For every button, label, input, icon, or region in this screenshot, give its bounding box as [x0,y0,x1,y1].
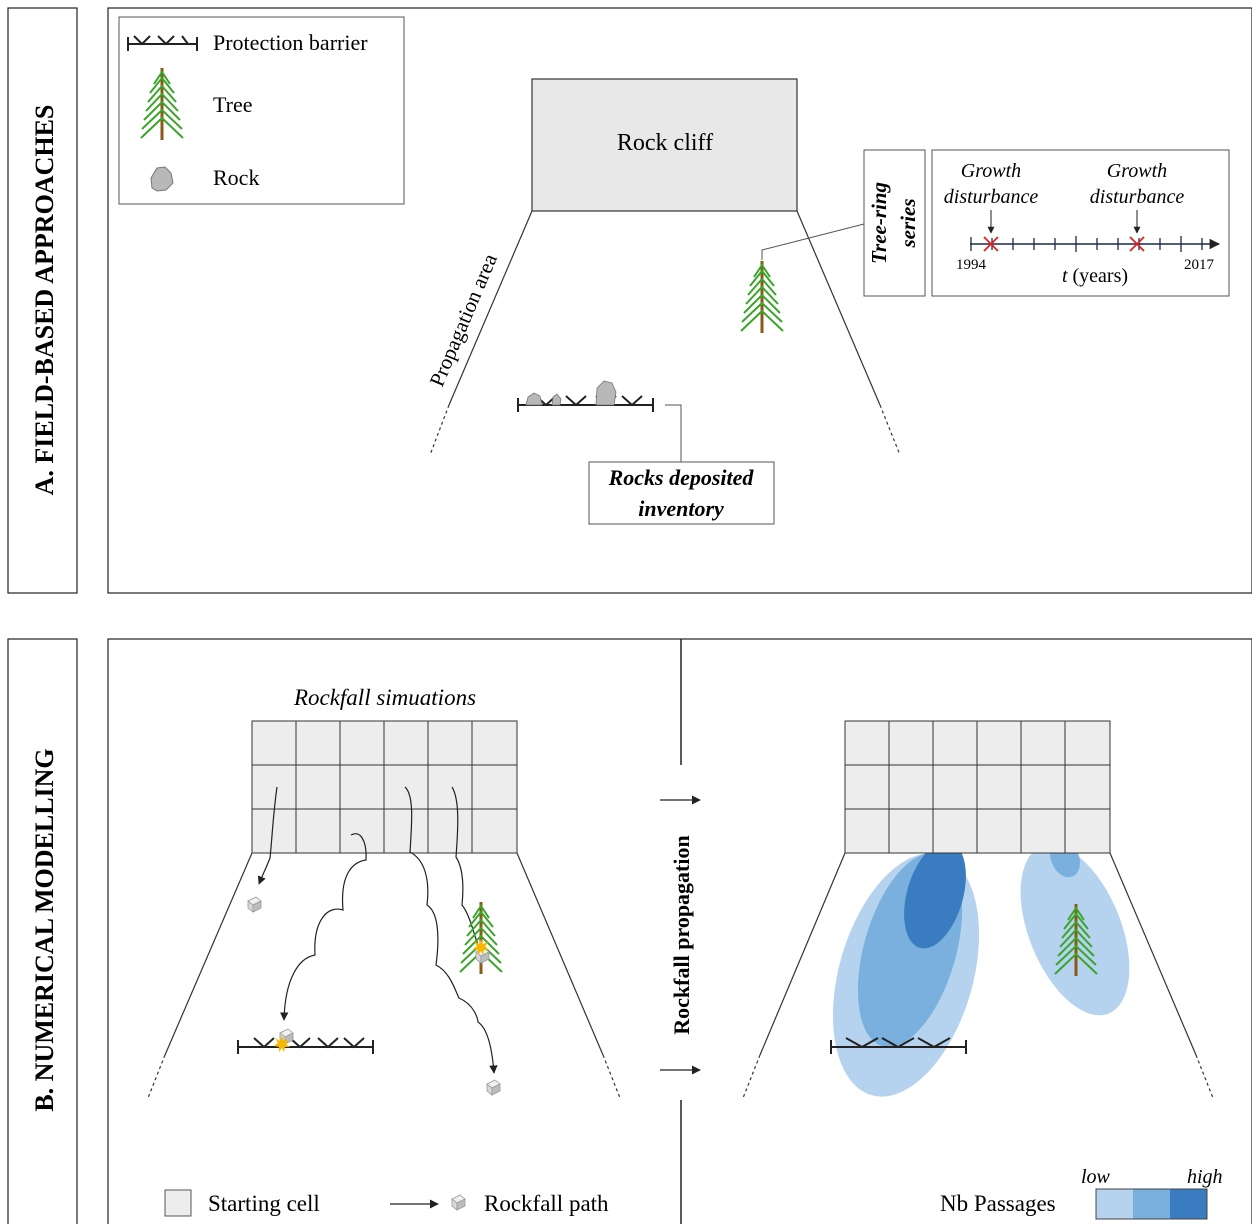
rockfall-propagation-label: Rockfall propagation [669,835,694,1034]
propagation-right-edge [796,210,881,406]
tree-ring-label-line1: Tree-ring [867,182,891,264]
deposited-rock-2 [551,393,562,406]
disturbance-1-line2: disturbance [944,186,1039,208]
rockfall-path-label: Rockfall path [484,1191,609,1216]
tree-ring-label-line2: series [896,199,920,249]
deposited-rock-3 [595,380,617,406]
left-prop-edge-right [516,852,604,1056]
tree-ring-label-box [863,149,926,297]
timeline-axis-unit: (years) [1068,265,1129,287]
left-prop-edge-left-dashed [147,1054,166,1099]
scale-outline [1095,1188,1208,1220]
tree-ring-chart-box [931,149,1230,297]
nb-passages-label: Nb Passages [940,1191,1056,1216]
right-prop-edge-right [1109,852,1197,1056]
disturbance-1-cross [983,236,999,252]
panel-a-main-box [107,7,1252,594]
inventory-label-line1: Rocks deposited [608,465,755,490]
inventory-label-line2: inventory [638,496,724,521]
left-start-grid [251,720,518,854]
simulations-title: Rockfall simuations [293,685,476,710]
tree-leader-line [761,223,865,260]
right-prop-edge-left-dashed [742,1054,761,1099]
inventory-leader-line [665,404,682,462]
inventory-box [588,461,775,525]
barrier-legend-icon [127,35,198,51]
disturbance-2-line1: Growth [1107,160,1167,182]
propagation-right-dashed [879,404,901,456]
panel-b: B. NUMERICAL MODELLING Rockfall propagat… [7,638,1252,1224]
rockfall-block-1 [247,896,262,913]
right-start-grid [844,720,1111,854]
left-prop-edge-right-dashed [602,1054,621,1099]
simulation-barrier [237,1037,374,1054]
disturbance-2-line2: disturbance [1090,186,1185,208]
rockfall-path-2 [279,833,367,1021]
panel-a-side-box [7,7,78,594]
disturbance-2-cross [1129,236,1145,252]
field-tree-icon [739,259,785,335]
starting-cell-label: Starting cell [208,1191,320,1216]
timeline-axis-label: t (years) [1062,265,1128,287]
scale-high-swatch [1170,1189,1207,1219]
disturbance-1-line1: Growth [961,160,1021,182]
right-prop-edge-left [759,852,846,1056]
panel-b-main-box [107,638,1252,1224]
scale-mid-swatch [1133,1189,1170,1219]
high-label: high [1187,1166,1223,1188]
legend-rock-label: Rock [213,165,259,190]
rockfall-path-3 [404,786,498,1074]
right-prop-edge-right-dashed [1195,1054,1214,1099]
panel-b-side-box [7,638,78,1224]
passage-density-left [832,841,980,1097]
propagation-left-edge [448,210,533,406]
rockfall-path-1 [257,786,278,885]
panel-a-side-title: A. FIELD-BASED APPROACHES [30,105,59,496]
propagation-area-label: Propagation area [425,250,503,390]
rock-cliff [531,78,798,212]
timeline-axis-var: t [1062,265,1068,287]
propagation-left-dashed [429,404,450,456]
starting-cell-legend-icon [164,1189,192,1217]
panel-b-side-title: B. NUMERICAL MODELLING [30,748,59,1111]
timeline-ticks [970,236,1203,252]
legend-barrier-label: Protection barrier [213,30,368,55]
scale-low-swatch [1096,1189,1133,1219]
timeline-start-year: 1994 [956,257,987,273]
left-prop-edge-left [164,852,253,1056]
timeline-end-year: 2017 [1184,257,1215,273]
rock-cliff-label: Rock cliff [617,130,713,156]
panel-a: A. FIELD-BASED APPROACHES Protection bar… [7,7,1252,594]
legend-a: Protection barrier Tree Rock [118,16,405,205]
rockfall-block-2 [486,1079,501,1096]
rockfall-path-legend-block [451,1194,466,1211]
deposited-rock-1 [525,392,543,406]
rock-legend-icon [150,166,174,192]
low-label: low [1081,1166,1111,1188]
result-barrier [830,1037,967,1054]
legend-tree-label: Tree [213,92,253,117]
